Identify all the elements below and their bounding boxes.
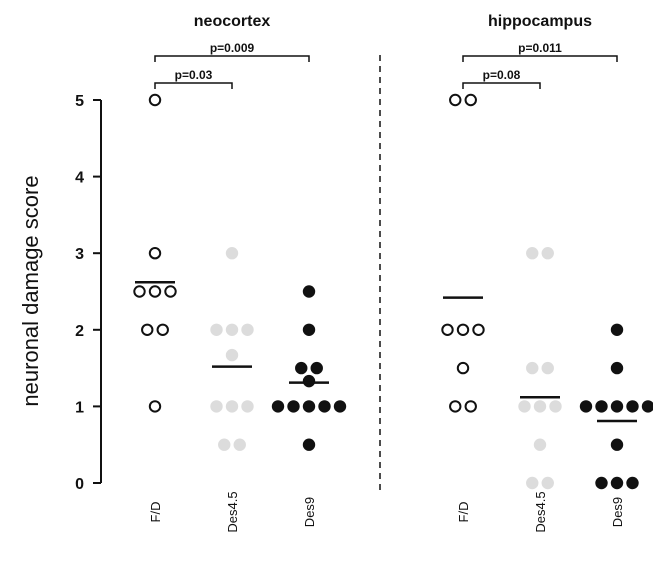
data-point: [533, 400, 547, 413]
data-point: [148, 247, 162, 260]
data-point: [626, 400, 639, 413]
data-point: [518, 400, 531, 413]
data-point: [595, 400, 608, 413]
data-point: [225, 247, 239, 260]
data-point: [287, 400, 300, 413]
data-point: [148, 93, 162, 107]
data-point: [302, 400, 316, 413]
data-point: [302, 438, 316, 451]
y-axis-label: neuronal damage score: [18, 175, 43, 406]
data-point: [579, 400, 593, 413]
p-value-label: p=0.011: [518, 41, 562, 55]
data-point: [133, 285, 146, 298]
data-point: [610, 438, 624, 451]
data-point: [225, 323, 239, 336]
data-point: [526, 247, 539, 260]
data-point: [302, 323, 316, 336]
data-point: [302, 285, 316, 298]
data-point: [595, 476, 608, 490]
data-point: [441, 323, 454, 336]
data-point: [302, 374, 316, 388]
data-point: [318, 400, 331, 413]
data-point: [449, 400, 462, 413]
data-point: [210, 323, 223, 336]
data-point: [156, 323, 169, 336]
data-point: [610, 323, 624, 336]
data-point: [241, 400, 254, 413]
data-point: [526, 361, 539, 375]
data-point: [141, 323, 154, 336]
data-point: [472, 323, 485, 336]
significance-bracket: [462, 55, 618, 62]
y-tick-label: 0: [75, 476, 84, 493]
data-point: [164, 285, 177, 298]
x-tick-label: Des4.5: [533, 491, 548, 532]
x-tick-label: Des9: [302, 497, 317, 527]
data-point: [333, 400, 347, 413]
panel-title: hippocampus: [488, 13, 592, 30]
data-point: [148, 285, 162, 298]
x-tick-label: F/D: [456, 502, 471, 523]
data-point: [225, 348, 239, 362]
panel-hippocampus: hippocampus F/D Des4.5 Des9 p=0.08 p=0.011: [441, 13, 653, 533]
data-point: [641, 400, 653, 413]
data-point: [233, 438, 246, 451]
y-tick-label: 2: [75, 323, 84, 340]
x-tick-label: Des9: [610, 497, 625, 527]
significance-bracket: [462, 82, 541, 89]
data-point: [610, 361, 624, 375]
data-point: [148, 400, 162, 413]
data-point: [541, 361, 554, 375]
y-axis: 0 1 2 3 4 5: [75, 93, 102, 493]
data-point: [241, 323, 254, 336]
significance-bracket: [154, 82, 233, 89]
y-tick-label: 5: [75, 93, 84, 110]
data-point: [210, 400, 223, 413]
data-point: [541, 247, 554, 260]
panel-neocortex: neocortex F/D Des4.5 Des9 p=0.03 p=0.009: [133, 13, 347, 533]
data-point: [218, 438, 231, 451]
y-tick-label: 1: [75, 399, 84, 416]
panels: neocortex F/D Des4.5 Des9 p=0.03 p=0.009 hippo…: [133, 13, 653, 533]
data-point: [310, 361, 323, 375]
data-point: [610, 400, 624, 413]
p-value-label: p=0.08: [483, 68, 521, 82]
p-value-label: p=0.03: [175, 68, 213, 82]
data-point: [610, 476, 624, 490]
panel-title: neocortex: [194, 13, 271, 30]
significance-bracket: [154, 55, 310, 62]
y-tick-label: 3: [75, 246, 84, 263]
data-point: [541, 476, 554, 490]
data-point: [526, 476, 539, 490]
data-point: [456, 323, 470, 336]
data-point: [271, 400, 285, 413]
data-point: [456, 361, 470, 375]
y-tick-label: 4: [75, 170, 84, 187]
data-point: [626, 476, 639, 490]
data-point: [225, 400, 239, 413]
data-point: [295, 361, 308, 375]
data-point: [549, 400, 562, 413]
x-tick-label: Des4.5: [225, 491, 240, 532]
p-value-label: p=0.009: [210, 41, 255, 55]
data-point: [533, 438, 547, 451]
x-tick-label: F/D: [148, 502, 163, 523]
data-point: [464, 93, 477, 107]
data-point: [464, 400, 477, 413]
data-point: [449, 93, 462, 107]
